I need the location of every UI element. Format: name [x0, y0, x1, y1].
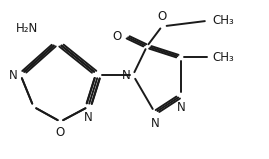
Text: N: N: [176, 101, 185, 114]
Text: CH₃: CH₃: [212, 51, 234, 64]
Text: O: O: [113, 30, 122, 43]
Text: H₂N: H₂N: [16, 22, 38, 35]
Text: O: O: [56, 126, 65, 139]
Text: O: O: [157, 10, 167, 23]
Text: N: N: [84, 111, 93, 124]
Text: N: N: [9, 69, 18, 82]
Text: N: N: [151, 118, 159, 130]
Text: CH₃: CH₃: [212, 14, 234, 27]
Text: N: N: [122, 69, 130, 82]
